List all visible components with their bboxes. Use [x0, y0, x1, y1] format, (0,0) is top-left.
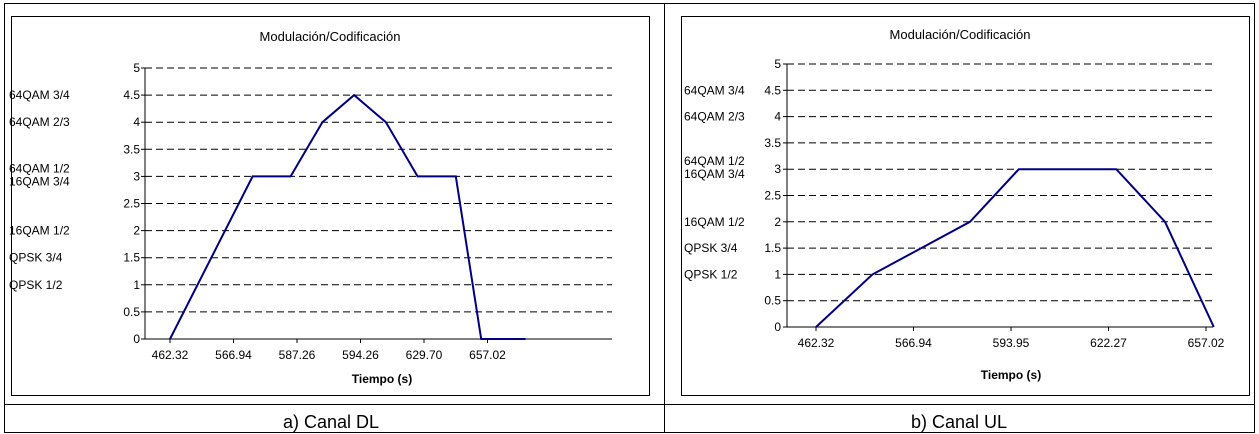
chart-a-y-tick-label: 0	[133, 332, 140, 346]
chart-b-level-label: 64QAM 3/4	[684, 83, 745, 97]
chart-a: 0 0.5 1 1.5 2 2.5 3 3.5 4 4.5 5 QPSK 1/2 16QAM 1/2 64…	[9, 61, 612, 362]
chart-a-y-tick-label: 0.5	[123, 305, 140, 319]
chart-a-x-tick-label: 566.94	[215, 348, 252, 362]
chart-a-title: Modulación/Codificación	[260, 29, 401, 44]
chart-a-y-tick-label: 4.5	[123, 88, 140, 102]
chart-a-level-label: 64QAM 2/3	[9, 115, 70, 129]
chart-b-y-tick-label: 0	[774, 320, 781, 334]
chart-a-level-label: QPSK 1/2	[9, 278, 63, 292]
chart-b-level-label: 64QAM 1/2	[684, 154, 745, 168]
chart-b-x-tick-label: 462.32	[798, 336, 835, 350]
chart-a-frame	[11, 16, 650, 396]
chart-b-x-tick-label: 657.02	[1188, 336, 1225, 350]
chart-b-x-tick-label: 622.27	[1090, 336, 1127, 350]
chart-a-level-label: 64QAM 3/4	[9, 88, 70, 102]
chart-b: 0 0.5 1 1.5 2 2.5 3 3.5 4 4.5 5 QPSK 1/2 16QAM 1/2 64…	[684, 57, 1225, 350]
chart-a-y-tick-label: 1	[133, 278, 140, 292]
chart-b-y-tick-label: 1.5	[764, 241, 781, 255]
chart-a-y-tick-label: 5	[133, 61, 140, 75]
chart-a-y-tick-label: 4	[133, 115, 140, 129]
caption-b: b) Canal UL	[911, 412, 1007, 432]
chart-a-x-axis-label: Tiempo (s)	[352, 372, 412, 386]
chart-b-title: Modulación/Codificación	[890, 27, 1031, 42]
chart-a-y-tick-label: 2.5	[123, 197, 140, 211]
chart-a-x-tick-label: 587.26	[279, 348, 316, 362]
chart-a-y-tick-label: 2	[133, 224, 140, 238]
chart-a-x-tick-label: 462.32	[152, 348, 189, 362]
chart-b-level-label: QPSK 1/2	[684, 267, 738, 281]
chart-b-level-label: 64QAM 2/3	[684, 110, 745, 124]
chart-b-y-tick-label: 3	[774, 162, 781, 176]
chart-b-y-tick-label: 1	[774, 267, 781, 281]
chart-a-y-tick-label: 3.5	[123, 142, 140, 156]
chart-b-series-line	[815, 168, 1215, 328]
chart-b-level-label: 16QAM 3/4	[684, 167, 745, 181]
chart-a-y-tick-label: 1.5	[123, 251, 140, 265]
caption-a: a) Canal DL	[283, 412, 379, 432]
chart-b-x-tick-label: 593.95	[993, 336, 1030, 350]
chart-a-level-label: 16QAM 1/2	[9, 224, 70, 238]
chart-a-x-tick-label: 657.02	[469, 348, 506, 362]
chart-b-y-tick-label: 3.5	[764, 136, 781, 150]
chart-b-level-label: QPSK 3/4	[684, 241, 738, 255]
chart-a-x-tick-label: 594.26	[342, 348, 379, 362]
chart-b-y-tick-label: 2.5	[764, 189, 781, 203]
chart-b-x-tick-label: 566.94	[895, 336, 932, 350]
figure-table-border	[4, 3, 1255, 433]
chart-a-level-label: 16QAM 3/4	[9, 174, 70, 188]
chart-a-series-line	[169, 93, 526, 340]
chart-b-y-tick-label: 4.5	[764, 83, 781, 97]
chart-b-y-tick-label: 2	[774, 215, 781, 229]
chart-b-x-axis-label: Tiempo (s)	[981, 368, 1041, 382]
chart-b-y-tick-label: 0.5	[764, 294, 781, 308]
chart-a-level-label: 64QAM 1/2	[9, 161, 70, 175]
chart-b-frame	[681, 16, 1250, 396]
chart-b-y-tick-label: 4	[774, 110, 781, 124]
chart-b-level-label: 16QAM 1/2	[684, 215, 745, 229]
chart-a-x-tick-label: 629.70	[406, 348, 443, 362]
chart-a-level-label: QPSK 3/4	[9, 251, 63, 265]
chart-a-y-tick-label: 3	[133, 169, 140, 183]
chart-b-y-tick-label: 5	[774, 57, 781, 71]
